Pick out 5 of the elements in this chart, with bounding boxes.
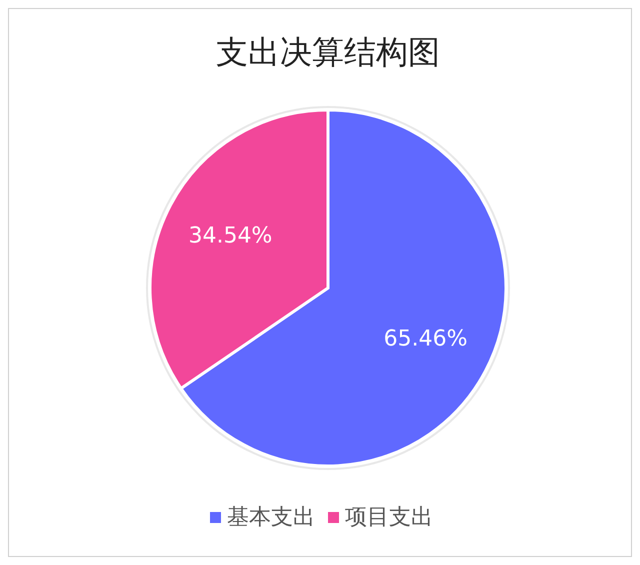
legend-label: 基本支出 [227, 505, 315, 530]
data-label: 34.54% [188, 223, 272, 248]
legend-label: 项目支出 [345, 505, 433, 530]
data-label: 65.46% [384, 326, 468, 352]
chart-title: 支出决算结构图 [216, 33, 440, 71]
